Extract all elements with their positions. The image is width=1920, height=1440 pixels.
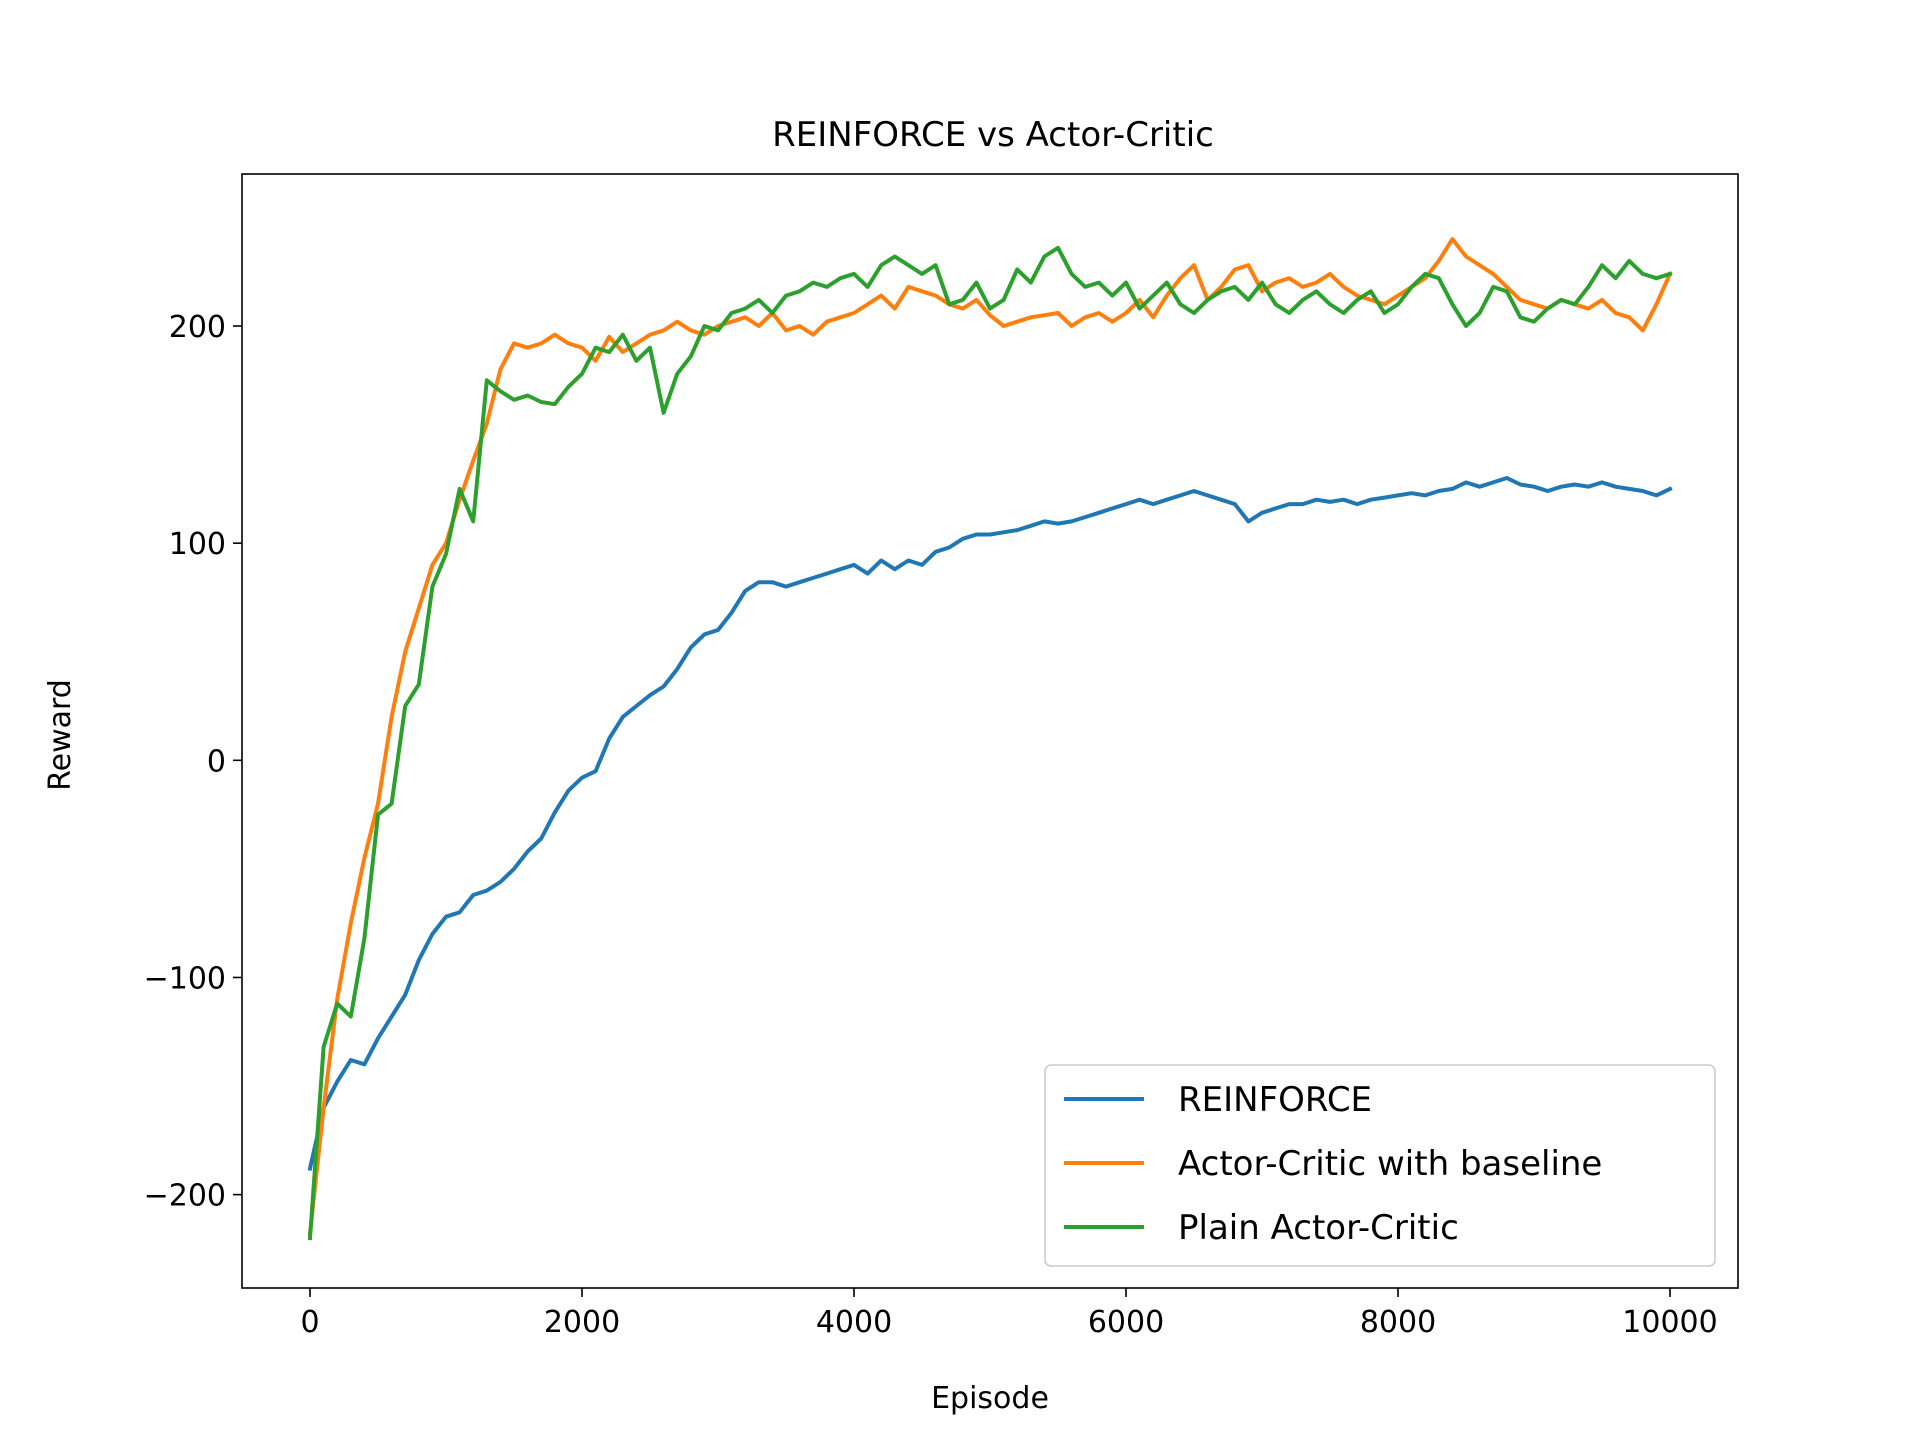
series-line-actor-critic-with-baseline	[307, 237, 1673, 1236]
axes-frame	[241, 173, 1739, 1289]
y-tick-label: −100	[144, 961, 226, 996]
x-tick-label: 2000	[544, 1305, 620, 1340]
x-tick-label: 6000	[1088, 1305, 1164, 1340]
legend-label-reinforce: REINFORCE	[1178, 1080, 1372, 1120]
legend-label-actor-critic-baseline: Actor-Critic with baseline	[1178, 1144, 1602, 1184]
y-tick-label: −200	[144, 1179, 226, 1214]
x-tick-label: 4000	[816, 1305, 892, 1340]
series-group	[307, 237, 1673, 1241]
legend-box	[1044, 1064, 1716, 1267]
x-tick-label: 8000	[1360, 1305, 1436, 1340]
y-tick-label: 100	[169, 527, 226, 562]
x-axis-label: Episode	[931, 1381, 1049, 1416]
x-tick-label: 0	[300, 1305, 319, 1340]
plot-area	[241, 173, 1739, 1289]
series-line-plain-actor-critic	[307, 245, 1673, 1241]
y-tick-label: 0	[207, 744, 226, 779]
y-tick-label: 200	[169, 310, 226, 345]
chart-title: REINFORCE vs Actor-Critic	[772, 115, 1214, 155]
legend-label-plain-actor-critic: Plain Actor-Critic	[1178, 1208, 1459, 1248]
y-axis-label: Reward	[43, 679, 78, 791]
series-line-reinforce	[307, 476, 1673, 1171]
x-axis-ticks: 0 2000 4000 6000 8000 10000	[300, 1288, 1718, 1340]
x-tick-label: 10000	[1622, 1305, 1717, 1340]
legend: REINFORCE Actor-Critic with baseline Pla…	[1044, 1064, 1716, 1267]
y-axis-ticks: −200 −100 0 100 200	[144, 310, 242, 1214]
